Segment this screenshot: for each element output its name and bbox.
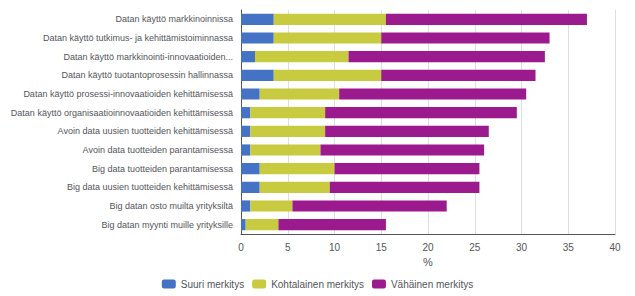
svg-text:Datan käyttö organisaatioinnov: Datan käyttö organisaatioinnovaatioiden … <box>11 108 233 118</box>
svg-text:Kohtalainen merkitys: Kohtalainen merkitys <box>271 279 364 290</box>
svg-text:20: 20 <box>422 242 434 253</box>
svg-text:30: 30 <box>516 242 528 253</box>
svg-text:Big datan myynti muille yrityk: Big datan myynti muille yrityksille <box>101 220 233 230</box>
svg-text:40: 40 <box>609 242 621 253</box>
svg-text:Datan käyttö markkinointi-inno: Datan käyttö markkinointi-innovaatioiden… <box>63 52 233 62</box>
svg-text:Datan käyttö markkinoinnissa: Datan käyttö markkinoinnissa <box>115 14 233 24</box>
svg-text:%: % <box>423 256 433 268</box>
svg-text:Avoin data tuotteiden parantam: Avoin data tuotteiden parantamisessa <box>83 145 233 155</box>
svg-text:Vähäinen merkitys: Vähäinen merkitys <box>391 279 473 290</box>
svg-text:Datan käyttö tutkimus- ja kehi: Datan käyttö tutkimus- ja kehittämistoim… <box>43 33 233 43</box>
svg-text:Datan käyttö prosessi-innovaat: Datan käyttö prosessi-innovaatioiden keh… <box>23 89 233 99</box>
svg-text:Big datan osto muilta yrityksi: Big datan osto muilta yrityksiltä <box>109 201 233 211</box>
svg-text:25: 25 <box>469 242 481 253</box>
svg-text:Datan käyttö tuotantoprosessin: Datan käyttö tuotantoprosessin hallinnas… <box>61 70 233 80</box>
svg-text:10: 10 <box>329 242 341 253</box>
svg-text:5: 5 <box>285 242 291 253</box>
svg-text:35: 35 <box>563 242 575 253</box>
svg-text:Suuri merkitys: Suuri merkitys <box>181 279 244 290</box>
svg-text:15: 15 <box>376 242 388 253</box>
svg-text:Avoin data uusien tuotteiden k: Avoin data uusien tuotteiden kehittämise… <box>58 126 233 136</box>
svg-text:Big data uusien tuotteiden keh: Big data uusien tuotteiden kehittämisess… <box>67 182 233 192</box>
svg-text:Big data tuotteiden parantamis: Big data tuotteiden parantamisessa <box>92 164 233 174</box>
svg-text:0: 0 <box>238 242 244 253</box>
